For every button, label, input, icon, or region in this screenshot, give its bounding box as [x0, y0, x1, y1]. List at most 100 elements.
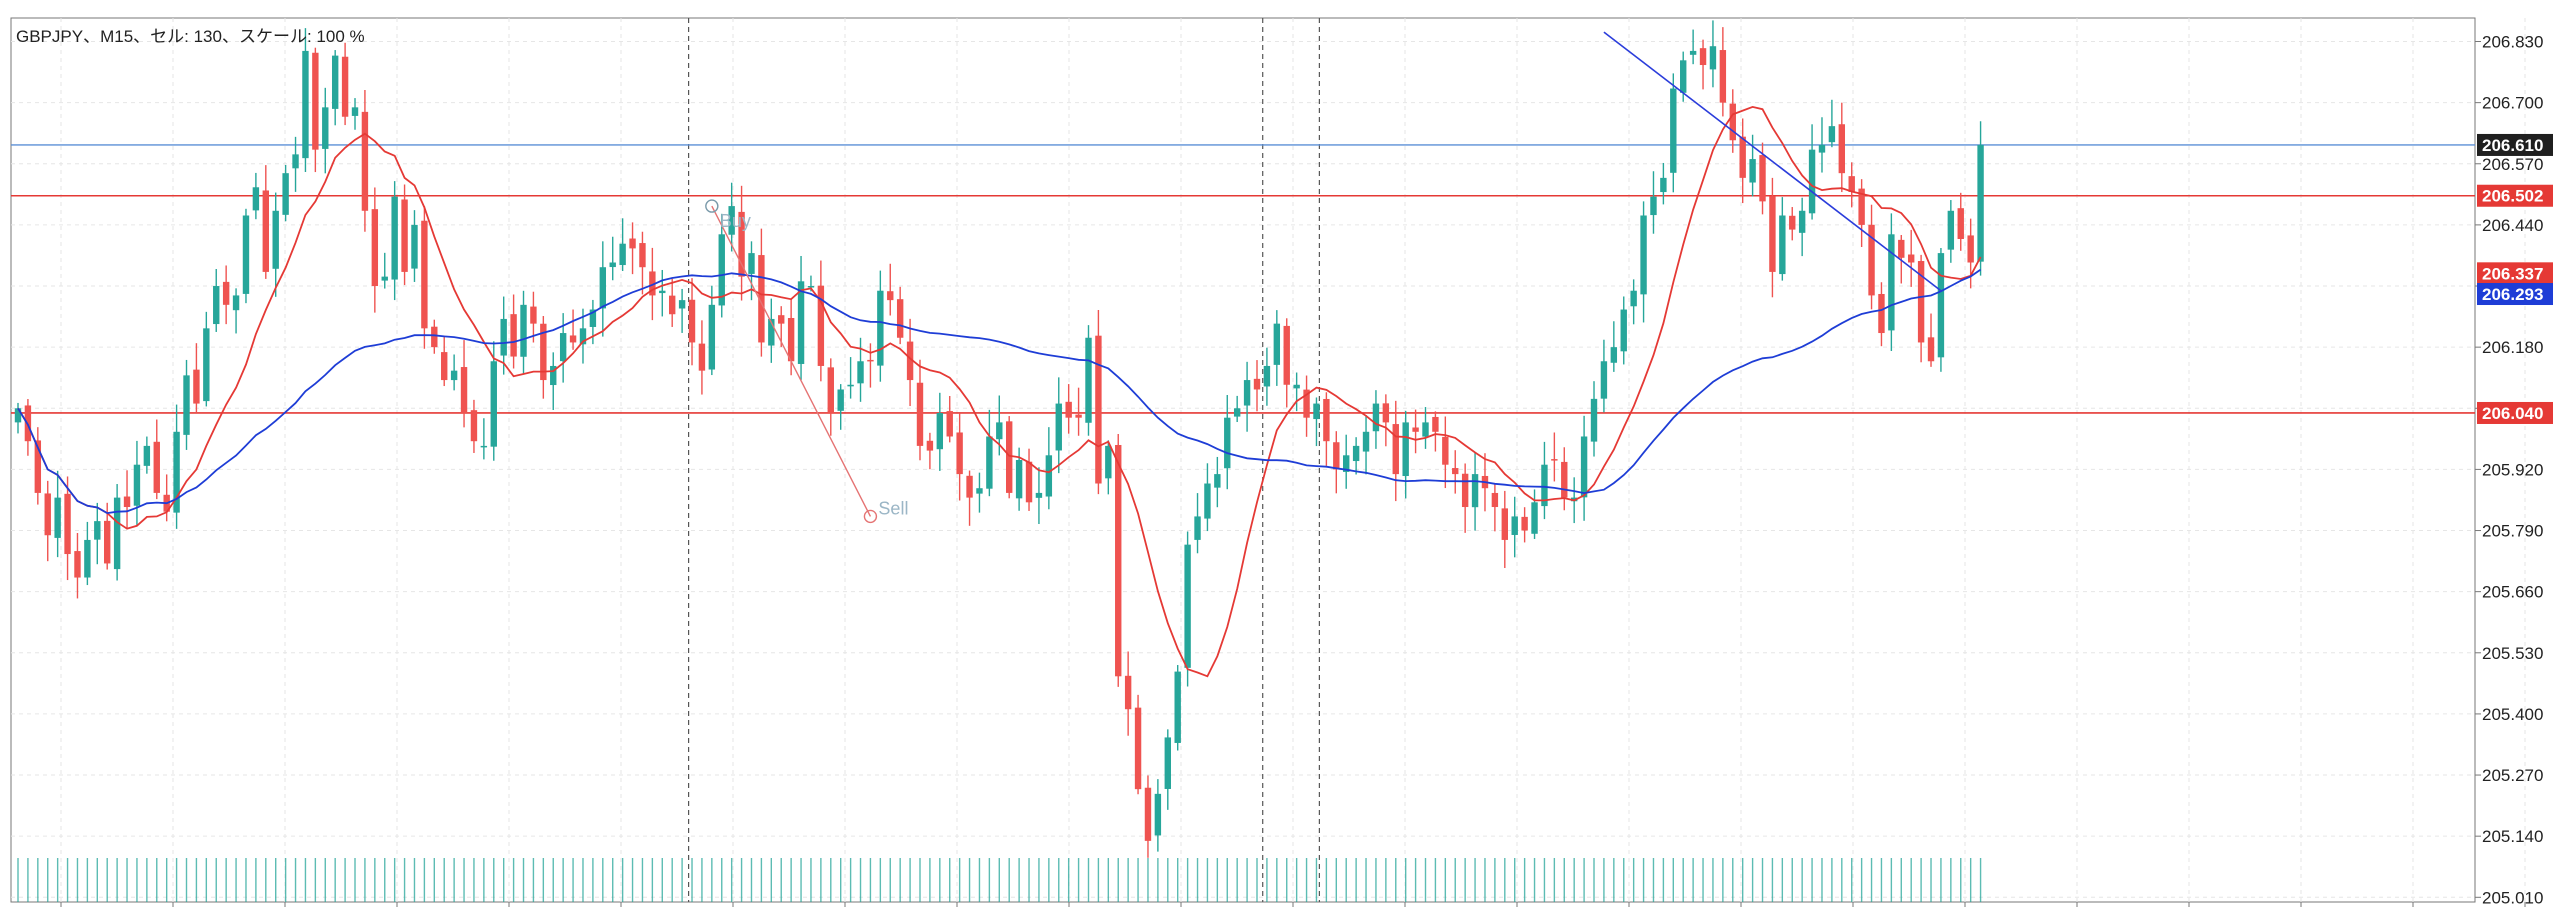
candle-body [1045, 455, 1053, 497]
candle-body [579, 328, 587, 345]
candle-body [1422, 422, 1429, 437]
candle-body [1204, 483, 1211, 519]
price-label: 205.400 [2482, 705, 2543, 724]
candle-body [1075, 414, 1082, 418]
candle-body [936, 412, 944, 450]
price-label: 205.660 [2482, 583, 2543, 602]
candle-body [668, 295, 676, 315]
price-badge [2477, 184, 2553, 207]
candle-body [421, 220, 428, 329]
signal-connector [711, 205, 872, 517]
candle-body [976, 488, 983, 494]
candle-body [292, 154, 299, 169]
candle-body [1620, 309, 1627, 352]
candle-body [54, 497, 61, 538]
candle-body [133, 464, 141, 506]
candle-body [361, 111, 369, 211]
candle-body [44, 493, 51, 536]
candle-body [1838, 124, 1846, 174]
moving-averages [17, 105, 1982, 678]
candle-body [34, 440, 42, 493]
candle-body [1759, 155, 1766, 202]
candle-body [1858, 188, 1865, 225]
candle-body [441, 352, 448, 381]
candle-body [381, 276, 388, 281]
candle-body [500, 318, 507, 356]
candle-body [222, 281, 230, 305]
candle-body [1689, 50, 1697, 55]
candle-body [470, 410, 478, 442]
price-badge-label: 206.610 [2482, 136, 2543, 155]
candle-body [1243, 380, 1251, 406]
candle-body [1333, 442, 1340, 470]
candle-body [1015, 460, 1023, 499]
candle-body [1977, 144, 1984, 262]
candle-body [1640, 215, 1647, 295]
candle-body [1898, 239, 1905, 258]
candle-body [906, 341, 914, 381]
candle-body [1818, 144, 1826, 153]
candle-body [351, 107, 359, 116]
candle-body [1194, 516, 1201, 540]
candle-body [1055, 403, 1062, 451]
candle-body [1323, 398, 1330, 442]
candle-body [1630, 290, 1637, 307]
candle-body [322, 107, 329, 149]
candle-body [272, 210, 279, 269]
candle-body [1352, 445, 1360, 462]
price-label: 206.830 [2482, 33, 2543, 52]
candle-body [450, 370, 458, 381]
candle-body [896, 299, 904, 338]
candle-body [1392, 424, 1399, 475]
candle-body [678, 300, 686, 309]
candle-body [758, 255, 765, 343]
candle-body [14, 408, 22, 423]
candle-body [877, 290, 884, 366]
price-badge-label: 206.040 [2482, 404, 2543, 423]
candle-body [629, 238, 636, 249]
candle-body [1085, 337, 1092, 423]
tick-volume [17, 858, 1982, 902]
candle-body [867, 359, 874, 362]
candle-body [401, 199, 408, 272]
candle-body [1531, 502, 1538, 534]
candle-body [1362, 431, 1370, 452]
candle-body [1937, 253, 1945, 358]
candle-body [1660, 177, 1667, 193]
candle-body [411, 224, 418, 269]
candle-body [490, 361, 497, 447]
candle-body [698, 343, 706, 371]
candle-body [183, 375, 190, 435]
candle-body [1432, 416, 1439, 432]
candle-body [143, 445, 151, 466]
candle-body [84, 539, 91, 578]
candle-body [738, 211, 745, 277]
price-badges: 206.610 206.502 206.337 206.293 206.040 [2477, 133, 2553, 424]
candle-body [1927, 337, 1935, 362]
candle-body [173, 431, 180, 513]
candle-body [688, 299, 696, 343]
price-badge [2477, 283, 2553, 306]
candle-body [1769, 196, 1776, 272]
candle-body [728, 206, 735, 235]
candle-body [1551, 459, 1558, 461]
candle-body [252, 187, 260, 211]
candle-body [748, 253, 755, 274]
price-label: 205.920 [2482, 460, 2543, 479]
candle-body [926, 440, 934, 451]
candle-body [331, 55, 339, 109]
candle-body [1343, 455, 1350, 472]
candle-body [1372, 403, 1380, 432]
candle-body [1789, 215, 1796, 230]
candle-body [649, 271, 656, 296]
candle-body [1025, 461, 1033, 503]
candle-body [1808, 149, 1816, 214]
candle-body [1957, 208, 1964, 239]
plot-frame [10, 17, 2476, 903]
candle-body [827, 367, 834, 413]
candle-body [1828, 126, 1836, 143]
candle-body [94, 521, 101, 540]
price-badge-label: 206.337 [2482, 264, 2543, 283]
candle-body [1035, 492, 1043, 498]
